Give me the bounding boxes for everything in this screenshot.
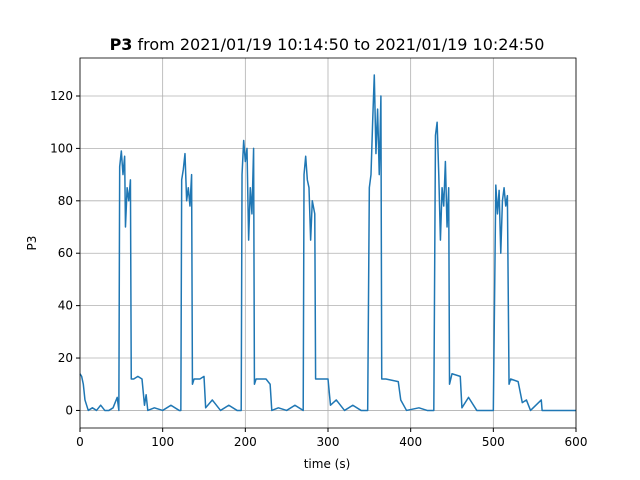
- title-bold: P3: [110, 35, 133, 54]
- y-axis-label: P3: [25, 236, 39, 251]
- y-tick-label: 20: [58, 351, 73, 365]
- x-tick-label: 400: [399, 435, 422, 449]
- title-text: from 2021/01/19 10:14:50 to 2021/01/19 1…: [138, 35, 545, 54]
- y-tick-label: 120: [50, 89, 73, 103]
- data-line: [79, 74, 576, 412]
- x-tick-label: 0: [76, 435, 84, 449]
- plot-frame: [79, 57, 577, 429]
- x-tick-label: 100: [151, 435, 174, 449]
- x-tick-label: 300: [317, 435, 340, 449]
- x-tick-label: 200: [234, 435, 257, 449]
- x-tick-label: 500: [482, 435, 505, 449]
- y-tick-label: 0: [65, 403, 73, 417]
- chart-title: P3 from 2021/01/19 10:14:50 to 2021/01/1…: [110, 35, 545, 54]
- y-tick-label: 40: [58, 299, 73, 313]
- y-tick-label: 60: [58, 246, 73, 260]
- x-axis-label: time (s): [304, 457, 351, 471]
- x-tick-label: 600: [565, 435, 588, 449]
- y-tick-label: 100: [50, 141, 73, 155]
- y-tick-label: 80: [58, 194, 73, 208]
